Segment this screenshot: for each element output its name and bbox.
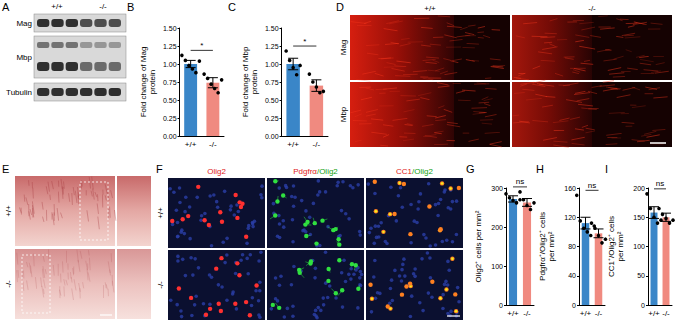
svg-text:ns: ns: [656, 179, 664, 188]
svg-text:0.00: 0.00: [163, 133, 177, 140]
svg-text:1.00: 1.00: [265, 61, 279, 68]
svg-text:Mbp: Mbp: [16, 53, 32, 62]
svg-text:Mag: Mag: [16, 19, 32, 28]
svg-text:I: I: [605, 163, 608, 175]
svg-text:Pdgfrα/Olig2: Pdgfrα/Olig2: [293, 167, 338, 176]
svg-text:ns: ns: [588, 181, 596, 190]
svg-text:0.75: 0.75: [265, 79, 279, 86]
svg-text:*: *: [200, 41, 203, 50]
svg-text:+/+: +/+: [156, 207, 165, 219]
svg-text:per mm²: per mm²: [547, 231, 556, 261]
svg-text:C: C: [228, 1, 236, 13]
svg-text:-/-: -/-: [4, 280, 13, 288]
svg-text:100: 100: [491, 263, 503, 270]
svg-text:0.50: 0.50: [163, 97, 177, 104]
svg-text:+/+: +/+: [4, 205, 13, 217]
svg-text:H: H: [536, 163, 544, 175]
svg-text:Pdgfrα⁺/Olig2⁺ cells: Pdgfrα⁺/Olig2⁺ cells: [538, 212, 547, 281]
svg-text:E: E: [2, 163, 9, 175]
svg-text:CC1⁺/Olig2⁺ cells: CC1⁺/Olig2⁺ cells: [607, 216, 616, 277]
svg-text:per mm²: per mm²: [616, 231, 625, 261]
svg-text:160: 160: [564, 185, 576, 192]
svg-text:40: 40: [568, 272, 576, 279]
svg-text:-/-: -/-: [99, 2, 107, 11]
svg-text:0: 0: [641, 302, 645, 309]
svg-text:ns: ns: [516, 177, 524, 186]
svg-text:Fold change of Mag: Fold change of Mag: [139, 47, 148, 118]
svg-text:G: G: [466, 163, 475, 175]
svg-text:protein: protein: [148, 70, 157, 94]
svg-text:0.00: 0.00: [265, 133, 279, 140]
svg-text:Olig2⁺ cells per mm²: Olig2⁺ cells per mm²: [474, 210, 483, 282]
svg-text:-/-: -/-: [313, 140, 321, 149]
svg-text:0.25: 0.25: [163, 115, 177, 122]
svg-text:-/-: -/-: [156, 281, 165, 289]
svg-text:A: A: [2, 1, 10, 13]
svg-text:1.25: 1.25: [163, 43, 177, 50]
svg-text:1.50: 1.50: [163, 25, 177, 32]
svg-text:0.75: 0.75: [163, 79, 177, 86]
svg-text:B: B: [127, 1, 134, 13]
svg-text:*: *: [303, 37, 306, 46]
svg-text:protein: protein: [250, 70, 259, 94]
svg-text:Olig2: Olig2: [207, 167, 226, 176]
svg-text:D: D: [336, 1, 344, 13]
svg-text:-/-: -/-: [588, 4, 596, 13]
svg-text:Fold change of Mbp: Fold change of Mbp: [241, 46, 250, 117]
svg-text:0: 0: [572, 302, 576, 309]
svg-text:0.50: 0.50: [265, 97, 279, 104]
svg-text:200: 200: [633, 185, 645, 192]
svg-text:80: 80: [568, 243, 576, 250]
svg-text:+/+: +/+: [507, 309, 519, 318]
svg-text:0: 0: [499, 302, 503, 309]
svg-text:+/+: +/+: [51, 2, 63, 11]
svg-text:Tubulin: Tubulin: [6, 88, 32, 97]
svg-text:-/-: -/-: [662, 309, 670, 318]
svg-text:-/-: -/-: [523, 309, 531, 318]
svg-text:50: 50: [637, 272, 645, 279]
svg-text:-/-: -/-: [595, 309, 603, 318]
svg-text:+/+: +/+: [287, 140, 299, 149]
svg-text:+/+: +/+: [580, 309, 592, 318]
svg-text:120: 120: [564, 214, 576, 221]
svg-text:1.50: 1.50: [265, 25, 279, 32]
svg-text:Mag: Mag: [339, 40, 348, 56]
svg-text:1.25: 1.25: [265, 43, 279, 50]
svg-text:-/-: -/-: [209, 140, 217, 149]
svg-text:+/+: +/+: [648, 309, 660, 318]
svg-text:1.00: 1.00: [163, 61, 177, 68]
svg-text:150: 150: [633, 214, 645, 221]
svg-text:300: 300: [491, 185, 503, 192]
svg-text:0.25: 0.25: [265, 115, 279, 122]
svg-text:+/+: +/+: [424, 4, 436, 13]
svg-text:CC1/Olig2: CC1/Olig2: [396, 167, 433, 176]
svg-text:F: F: [156, 163, 163, 175]
svg-text:+/+: +/+: [185, 140, 197, 149]
svg-text:200: 200: [491, 224, 503, 231]
svg-text:Mbp: Mbp: [339, 106, 348, 122]
svg-text:100: 100: [633, 243, 645, 250]
